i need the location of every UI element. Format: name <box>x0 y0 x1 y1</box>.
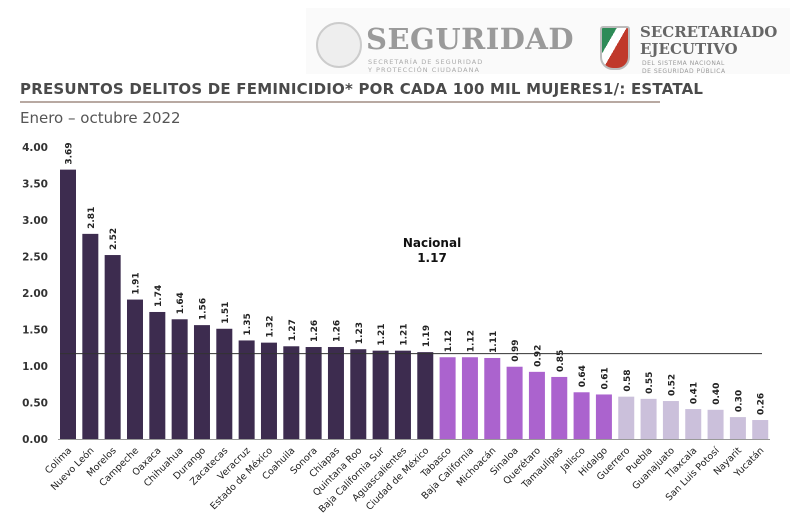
data-label: 0.92 <box>533 345 543 367</box>
bar <box>461 357 478 439</box>
bar <box>60 169 76 439</box>
bar <box>394 350 411 439</box>
bar <box>484 357 501 439</box>
seguridad-logo-text: SEGURIDAD <box>366 22 575 56</box>
data-label: 2.81 <box>87 207 97 229</box>
bar <box>618 396 635 439</box>
bar <box>417 352 434 439</box>
data-label: 0.99 <box>511 340 521 362</box>
bar <box>305 347 322 439</box>
bar <box>752 420 769 439</box>
national-label: Nacional <box>403 236 461 250</box>
bar <box>685 409 702 439</box>
header-logos: SEGURIDAD SECRETARÍA DE SEGURIDAD Y PROTE… <box>306 8 790 75</box>
bar <box>506 366 523 439</box>
bar <box>372 350 389 439</box>
data-label: 3.69 <box>65 142 75 164</box>
bar <box>595 394 612 439</box>
mexico-seal-icon <box>316 22 362 68</box>
data-label: 1.32 <box>265 315 275 337</box>
bar <box>193 325 210 439</box>
data-label: 1.12 <box>466 330 476 352</box>
data-label: 1.91 <box>131 272 141 294</box>
data-label: 1.23 <box>355 322 365 344</box>
data-label: 0.40 <box>712 383 722 405</box>
y-tick-label: 2.00 <box>22 288 48 300</box>
bar <box>104 255 121 439</box>
data-label: 1.11 <box>489 331 499 353</box>
bar <box>439 357 456 439</box>
data-label: 1.56 <box>198 298 208 320</box>
data-label: 1.26 <box>310 320 320 342</box>
title-divider <box>20 101 660 103</box>
data-label: 0.61 <box>600 367 610 389</box>
bar <box>729 417 746 439</box>
bar <box>707 409 724 439</box>
bar <box>126 299 143 439</box>
data-label: 0.85 <box>556 350 566 372</box>
y-tick-label: 0.00 <box>22 434 48 446</box>
y-tick-label: 1.50 <box>22 325 48 337</box>
y-tick-label: 1.00 <box>22 361 48 373</box>
y-tick-label: 3.50 <box>22 179 48 191</box>
data-label: 0.64 <box>578 365 588 387</box>
data-label: 0.55 <box>645 372 655 394</box>
data-label: 1.35 <box>243 313 253 335</box>
data-label: 1.21 <box>399 323 409 345</box>
bar <box>327 347 344 439</box>
bar <box>238 340 255 439</box>
secretariado-logo-subtitle: DEL SISTEMA NACIONAL DE SEGURIDAD PÚBLICA <box>642 60 726 75</box>
bar <box>350 349 367 439</box>
y-tick-label: 4.00 <box>22 142 48 154</box>
bar <box>216 328 233 439</box>
y-tick-label: 3.00 <box>22 215 48 227</box>
data-label: 0.41 <box>690 382 700 404</box>
data-label: 1.19 <box>422 325 432 347</box>
bar <box>149 311 166 439</box>
data-label: 1.12 <box>444 330 454 352</box>
y-tick-label: 0.50 <box>22 398 48 410</box>
bar <box>283 346 300 439</box>
bar <box>662 401 679 439</box>
data-label: 2.52 <box>109 228 119 250</box>
data-label: 1.64 <box>176 292 186 314</box>
data-label: 0.58 <box>623 369 633 391</box>
data-label: 0.26 <box>757 393 767 415</box>
bar <box>640 398 657 439</box>
chart-subtitle: Enero – octubre 2022 <box>20 109 181 127</box>
data-label: 1.21 <box>377 323 387 345</box>
sesnsp-shield-icon <box>600 26 630 70</box>
data-label: 0.30 <box>734 390 744 412</box>
y-tick-label: 2.50 <box>22 252 48 264</box>
seguridad-logo-subtitle: SECRETARÍA DE SEGURIDAD Y PROTECCIÓN CIUD… <box>368 58 484 74</box>
bar <box>573 392 590 439</box>
data-label: 1.51 <box>221 302 231 324</box>
bar <box>551 376 568 439</box>
bar <box>82 233 99 439</box>
national-value: 1.17 <box>417 251 447 265</box>
chart-title: PRESUNTOS DELITOS DE FEMINICIDIO* POR CA… <box>20 80 704 98</box>
bar <box>528 371 545 439</box>
data-label: 1.27 <box>288 319 298 341</box>
data-label: 0.52 <box>667 374 677 396</box>
bar <box>171 319 188 439</box>
data-label: 1.74 <box>154 285 164 307</box>
data-label: 1.26 <box>332 320 342 342</box>
bar <box>260 342 277 439</box>
secretariado-logo-text: SECRETARIADO EJECUTIVO <box>640 23 778 58</box>
